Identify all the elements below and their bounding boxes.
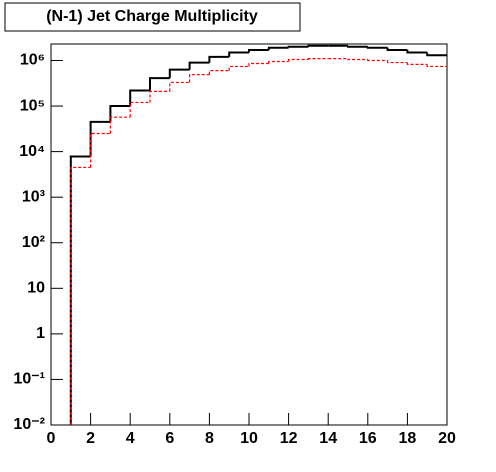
- x-tick-label: 14: [319, 430, 337, 447]
- histogram-step: [208, 55, 230, 63]
- x-tick-label: 0: [47, 430, 56, 447]
- y-tick-label: 10: [27, 280, 45, 297]
- plot-frame: [50, 43, 448, 426]
- histogram-step: [208, 69, 230, 75]
- histogram-step: [307, 44, 329, 47]
- histogram-step: [426, 64, 447, 68]
- histogram-step: [149, 77, 170, 91]
- x-tick-label: 12: [280, 430, 298, 447]
- y-tick-label: 10⁻²: [13, 416, 45, 433]
- histogram-step: [307, 57, 329, 60]
- x-tick-label: 20: [438, 430, 456, 447]
- x-tick-label: 10: [240, 430, 258, 447]
- x-tick-label: 8: [205, 430, 214, 447]
- histogram-step: [228, 51, 249, 57]
- histogram-step: [248, 62, 269, 67]
- histogram-step: [347, 58, 368, 61]
- histogram-step: [188, 61, 210, 70]
- x-tick-label: 16: [359, 430, 377, 447]
- histogram-step: [367, 59, 388, 62]
- histogram-step: [426, 52, 447, 57]
- histogram-step: [228, 65, 249, 71]
- y-tick-label: 10⁻¹: [13, 371, 45, 388]
- histogram-step: [169, 81, 190, 92]
- y-tick-label: 10²: [22, 234, 45, 251]
- y-tick-label: 10³: [22, 188, 45, 205]
- y-tick-label: 10⁶: [20, 52, 45, 69]
- histogram-step: [129, 89, 150, 107]
- y-tick-label: 1: [36, 325, 45, 342]
- histogram-step: [149, 90, 170, 103]
- histogram-step: [129, 101, 150, 118]
- histogram-step: [69, 155, 91, 425]
- y-tick-label: 10⁵: [20, 97, 45, 114]
- x-tick-label: 4: [126, 430, 135, 447]
- histogram-step: [268, 60, 289, 64]
- chart-title: (N-1) Jet Charge Multiplicity: [46, 8, 258, 25]
- histogram-step: [406, 49, 428, 54]
- histogram-step: [267, 46, 289, 50]
- histogram-step: [248, 48, 269, 53]
- histogram-step: [387, 60, 408, 64]
- histogram-step: [90, 132, 111, 168]
- histogram-step: [406, 62, 428, 66]
- histogram-step: [347, 45, 368, 48]
- histogram-step: [288, 58, 309, 62]
- title-box: [4, 2, 301, 32]
- histogram-step: [386, 47, 408, 51]
- histogram-step: [168, 68, 190, 79]
- histogram-step: [287, 45, 309, 48]
- x-tick-label: 18: [399, 430, 417, 447]
- histogram-step: [109, 105, 131, 122]
- histogram-step: [109, 116, 131, 134]
- y-tick-label: 10⁴: [19, 143, 45, 160]
- histogram-step: [189, 73, 210, 83]
- histogram-step: [89, 120, 111, 157]
- x-tick-label: 6: [165, 430, 174, 447]
- histogram-step: [70, 166, 91, 425]
- x-tick-label: 2: [86, 430, 95, 447]
- histogram-step: [366, 46, 388, 49]
